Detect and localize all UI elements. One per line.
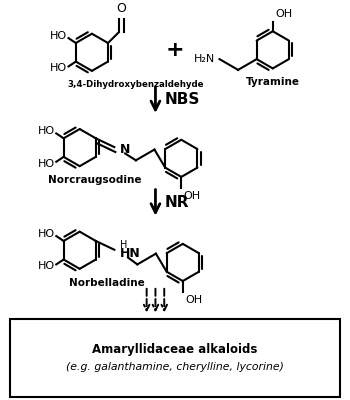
Text: NBS: NBS [164,92,199,108]
Text: H: H [120,240,128,250]
Text: HO: HO [50,64,67,74]
Text: OH: OH [275,9,292,19]
Text: O: O [116,2,126,15]
Text: (e.g. galanthamine, cherylline, lycorine): (e.g. galanthamine, cherylline, lycorine… [66,362,284,372]
Text: OH: OH [185,295,202,305]
Text: Tyramine: Tyramine [246,77,300,87]
Text: +: + [166,40,184,60]
Text: OH: OH [184,191,201,201]
Text: Norbelladine: Norbelladine [69,278,145,288]
Text: HO: HO [50,31,67,41]
Text: HO: HO [38,261,55,271]
Text: H₂N: H₂N [194,54,216,64]
Text: Amaryllidaceae alkaloids: Amaryllidaceae alkaloids [92,343,258,356]
Text: HO: HO [38,126,55,136]
Text: 3,4-Dihydroxybenzaldehyde: 3,4-Dihydroxybenzaldehyde [68,80,204,89]
Text: HO: HO [38,229,55,239]
Text: N: N [120,143,131,156]
Text: Norcraugsodine: Norcraugsodine [48,175,141,185]
Text: HN: HN [120,247,141,260]
Bar [10,319,340,397]
Text: HO: HO [38,159,55,169]
Text: NR: NR [164,195,189,210]
